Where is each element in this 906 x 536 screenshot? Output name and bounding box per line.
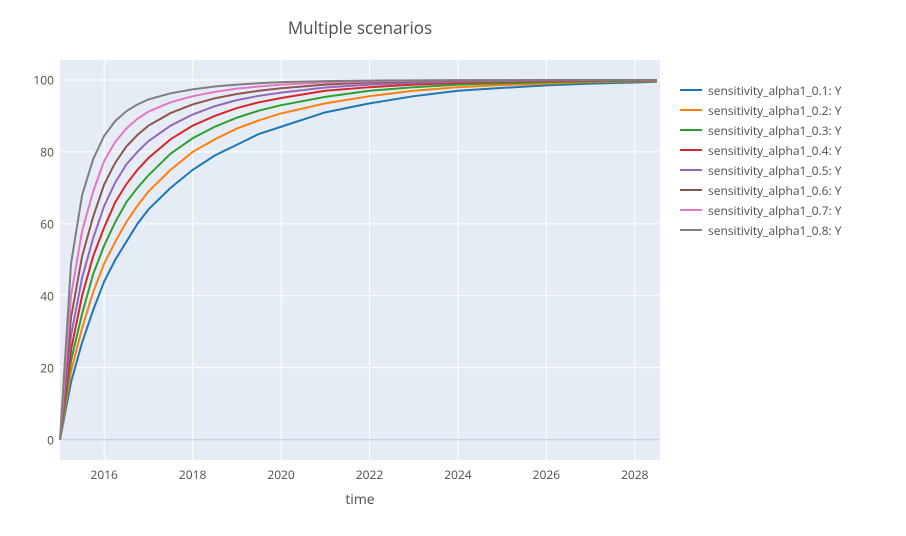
legend-label: sensitivity_alpha1_0.6: Y (708, 182, 841, 199)
chart-container: Multiple scenarios time 0 20 40 60 80 100 201… (0, 0, 906, 536)
x-tick-label: 2018 (179, 466, 206, 483)
legend-item[interactable]: sensitivity_alpha1_0.1: Y (680, 80, 841, 100)
legend-label: sensitivity_alpha1_0.7: Y (708, 202, 841, 219)
legend-label: sensitivity_alpha1_0.5: Y (708, 162, 841, 179)
legend-item[interactable]: sensitivity_alpha1_0.3: Y (680, 120, 841, 140)
x-tick-label: 2022 (356, 466, 383, 483)
x-axis-label: time (60, 490, 660, 509)
legend-item[interactable]: sensitivity_alpha1_0.4: Y (680, 140, 841, 160)
x-tick-label: 2026 (533, 466, 560, 483)
series-line[interactable] (60, 81, 657, 440)
x-tick-label: 2016 (90, 466, 117, 483)
series-line[interactable] (60, 80, 657, 439)
legend-label: sensitivity_alpha1_0.3: Y (708, 122, 841, 139)
series-line[interactable] (60, 80, 657, 440)
series-line[interactable] (60, 80, 657, 440)
chart-title: Multiple scenarios (0, 16, 720, 39)
series-line[interactable] (60, 80, 657, 439)
series-line[interactable] (60, 82, 657, 440)
legend-swatch (680, 89, 702, 91)
y-tick-label: 40 (14, 287, 54, 304)
legend-item[interactable]: sensitivity_alpha1_0.5: Y (680, 160, 841, 180)
legend-item[interactable]: sensitivity_alpha1_0.6: Y (680, 180, 841, 200)
legend-item[interactable]: sensitivity_alpha1_0.8: Y (680, 220, 841, 240)
y-tick-label: 0 (14, 431, 54, 448)
legend-item[interactable]: sensitivity_alpha1_0.2: Y (680, 100, 841, 120)
legend-swatch (680, 129, 702, 131)
y-tick-label: 80 (14, 143, 54, 160)
x-tick-label: 2024 (444, 466, 471, 483)
legend-label: sensitivity_alpha1_0.2: Y (708, 102, 841, 119)
legend-swatch (680, 109, 702, 111)
legend-label: sensitivity_alpha1_0.4: Y (708, 142, 841, 159)
legend-swatch (680, 189, 702, 191)
legend-swatch (680, 209, 702, 211)
legend-swatch (680, 229, 702, 231)
plot-area (60, 60, 660, 460)
lines-svg (60, 60, 660, 460)
series-line[interactable] (60, 81, 657, 440)
y-tick-label: 100 (14, 71, 54, 88)
series-line[interactable] (60, 80, 657, 440)
legend-item[interactable]: sensitivity_alpha1_0.7: Y (680, 200, 841, 220)
legend-label: sensitivity_alpha1_0.1: Y (708, 82, 841, 99)
y-tick-label: 60 (14, 215, 54, 232)
legend-swatch (680, 169, 702, 171)
y-tick-label: 20 (14, 359, 54, 376)
legend-label: sensitivity_alpha1_0.8: Y (708, 222, 841, 239)
legend-swatch (680, 149, 702, 151)
x-tick-label: 2028 (621, 466, 648, 483)
x-tick-label: 2020 (267, 466, 294, 483)
legend: sensitivity_alpha1_0.1: Y sensitivity_alp… (680, 80, 841, 240)
